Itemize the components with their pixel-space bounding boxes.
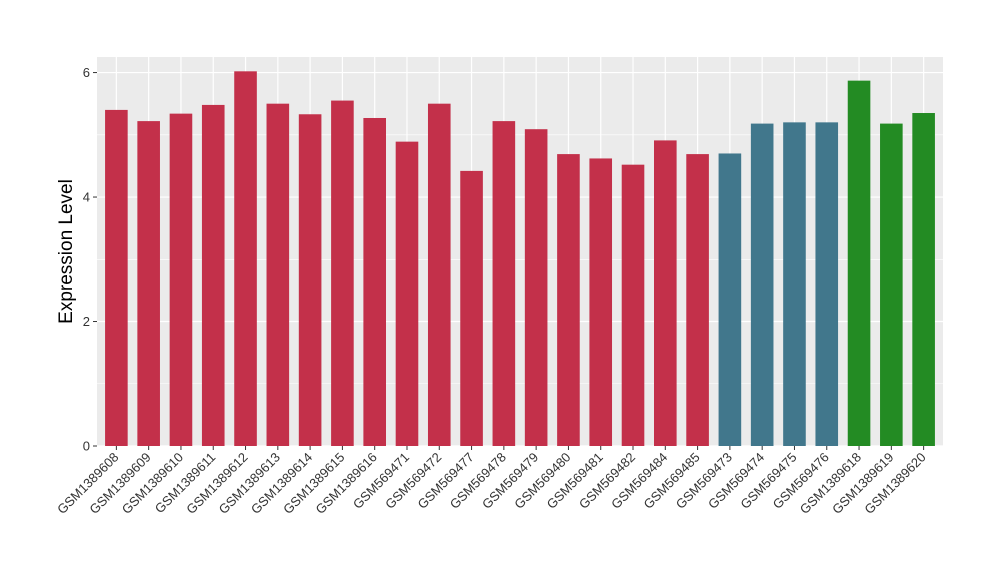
bar-GSM1389620 — [912, 113, 935, 447]
bar-GSM1389619 — [880, 123, 903, 446]
bar-GSM569472 — [427, 103, 451, 447]
bar-GSM569481 — [589, 158, 613, 446]
y-tick-label: 6 — [83, 65, 90, 80]
bar-GSM569485 — [686, 154, 709, 446]
bar-GSM569471 — [395, 141, 419, 446]
y-tick-label: 0 — [83, 439, 90, 454]
y-tick-label: 4 — [83, 190, 90, 205]
bar-GSM569475 — [783, 122, 806, 447]
bar-GSM1389609 — [137, 121, 160, 446]
bar-GSM1389608 — [105, 109, 128, 447]
bar-GSM1389614 — [298, 114, 322, 446]
bar-GSM1389613 — [266, 103, 290, 447]
bars-group — [105, 71, 935, 447]
bar-GSM569478 — [492, 121, 516, 446]
bar-GSM569479 — [524, 129, 548, 446]
y-axis-label: Expression Level — [56, 179, 77, 324]
bar-GSM569484 — [654, 140, 677, 446]
x-axis: GSM1389608GSM1389609GSM1389610GSM1389611… — [54, 446, 929, 517]
y-tick-label: 2 — [83, 314, 90, 329]
bar-GSM1389615 — [331, 100, 354, 447]
bar-GSM1389611 — [201, 104, 225, 446]
bar-GSM1389616 — [363, 117, 386, 446]
bar-GSM569476 — [815, 122, 839, 447]
bar-GSM569480 — [557, 154, 580, 446]
bar-GSM1389610 — [169, 113, 193, 446]
bar-GSM569482 — [621, 164, 645, 446]
y-axis: 0 2 4 6 — [83, 65, 97, 454]
bar-GSM569477 — [460, 170, 483, 446]
bar-GSM1389618 — [847, 80, 871, 447]
bar-GSM569474 — [750, 123, 774, 446]
bar-GSM569473 — [718, 153, 742, 447]
bar-GSM1389612 — [234, 71, 257, 447]
